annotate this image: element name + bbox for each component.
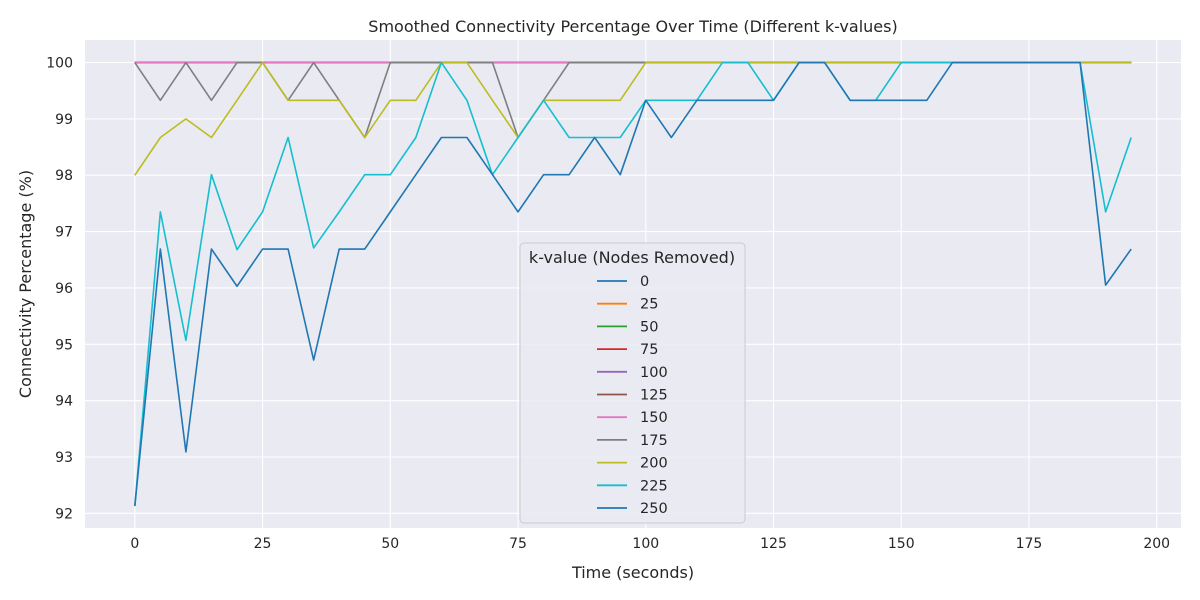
chart-title: Smoothed Connectivity Percentage Over Ti… bbox=[368, 17, 897, 36]
y-axis-ticks: 92 93 94 95 96 97 98 99 100 bbox=[46, 56, 73, 523]
x-tick-label: 175 bbox=[1016, 536, 1043, 552]
x-axis-ticks: 0 25 50 75 100 125 150 175 200 bbox=[130, 536, 1170, 552]
legend-label-k200: 200 bbox=[640, 456, 668, 472]
y-tick-label: 98 bbox=[55, 168, 73, 184]
x-tick-label: 150 bbox=[888, 536, 915, 552]
x-tick-label: 25 bbox=[254, 536, 272, 552]
y-tick-label: 97 bbox=[55, 225, 73, 241]
x-axis-label: Time (seconds) bbox=[571, 563, 694, 582]
x-tick-label: 75 bbox=[509, 536, 527, 552]
legend-label-k225: 225 bbox=[640, 478, 668, 494]
legend-label-k100: 100 bbox=[640, 365, 668, 381]
y-tick-label: 100 bbox=[46, 56, 73, 72]
x-tick-label: 0 bbox=[130, 536, 139, 552]
y-tick-label: 99 bbox=[55, 112, 73, 128]
y-tick-label: 96 bbox=[55, 281, 73, 297]
legend-label-k50: 50 bbox=[640, 319, 658, 335]
legend-label-k125: 125 bbox=[640, 388, 668, 404]
legend-label-k0: 0 bbox=[640, 274, 649, 290]
x-tick-label: 125 bbox=[760, 536, 787, 552]
x-tick-label: 100 bbox=[632, 536, 659, 552]
legend-label-k175: 175 bbox=[640, 433, 668, 449]
legend-entries: 0 25 50 75 100 125 150 175 200 225 250 bbox=[597, 274, 668, 517]
legend-title: k-value (Nodes Removed) bbox=[529, 248, 735, 267]
y-tick-label: 94 bbox=[55, 394, 73, 410]
y-axis-label: Connectivity Percentage (%) bbox=[16, 170, 35, 398]
legend-label-k75: 75 bbox=[640, 342, 658, 358]
legend-box bbox=[519, 242, 746, 524]
legend-label-k150: 150 bbox=[640, 410, 668, 426]
series-line-k250 bbox=[134, 61, 1132, 507]
legend: k-value (Nodes Removed) 0 25 50 75 100 125 150… bbox=[519, 242, 746, 524]
x-tick-label: 50 bbox=[381, 536, 399, 552]
legend-label-k25: 25 bbox=[640, 297, 658, 313]
y-tick-label: 93 bbox=[55, 450, 73, 466]
y-tick-label: 95 bbox=[55, 337, 73, 353]
x-tick-label: 200 bbox=[1143, 536, 1170, 552]
y-tick-label: 92 bbox=[55, 506, 73, 522]
legend-label-k250: 250 bbox=[640, 501, 668, 517]
series-lines bbox=[134, 61, 1132, 507]
